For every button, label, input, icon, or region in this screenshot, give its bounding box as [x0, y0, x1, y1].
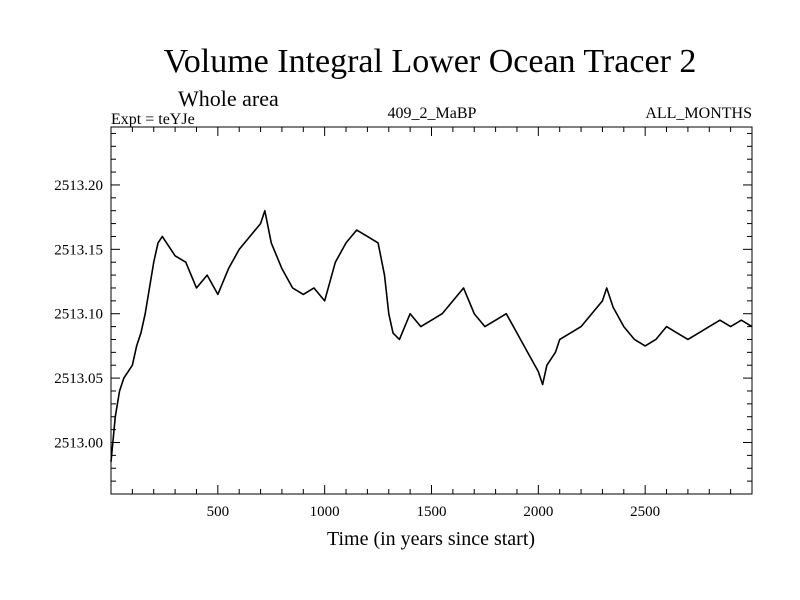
- x-tick-label: 2500: [630, 504, 660, 520]
- y-tick-label: 2513.00: [54, 435, 103, 451]
- x-tick-label: 1500: [417, 504, 447, 520]
- chart-subtitle: Whole area: [178, 86, 279, 111]
- series-layer: [110, 209, 753, 462]
- plot-frame: [110, 126, 753, 495]
- y-tick-label: 2513.15: [54, 242, 103, 258]
- y-tick-label: 2513.05: [54, 371, 103, 387]
- run-label: 409_2_MaBP: [388, 105, 477, 122]
- chart-title: Volume Integral Lower Ocean Tracer 2: [164, 43, 697, 80]
- x-tick-label: 1000: [310, 504, 340, 520]
- axis-ticks: 500 1000 1500 2000 2500 2513.00 2513.05 2513.10…: [54, 127, 752, 520]
- experiment-label: Expt = teYJe: [111, 111, 195, 128]
- x-axis-label: Time (in years since start): [327, 528, 535, 550]
- y-tick-label: 2513.20: [54, 178, 103, 194]
- series-line: [110, 209, 753, 462]
- y-tick-label: 2513.10: [54, 307, 103, 323]
- x-tick-label: 2000: [523, 504, 553, 520]
- x-tick-label: 500: [207, 504, 230, 520]
- months-label: ALL_MONTHS: [645, 105, 752, 122]
